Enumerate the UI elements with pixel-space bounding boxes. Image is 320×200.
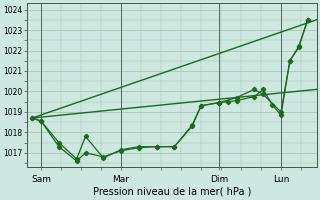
X-axis label: Pression niveau de la mer( hPa ): Pression niveau de la mer( hPa ) xyxy=(92,187,251,197)
